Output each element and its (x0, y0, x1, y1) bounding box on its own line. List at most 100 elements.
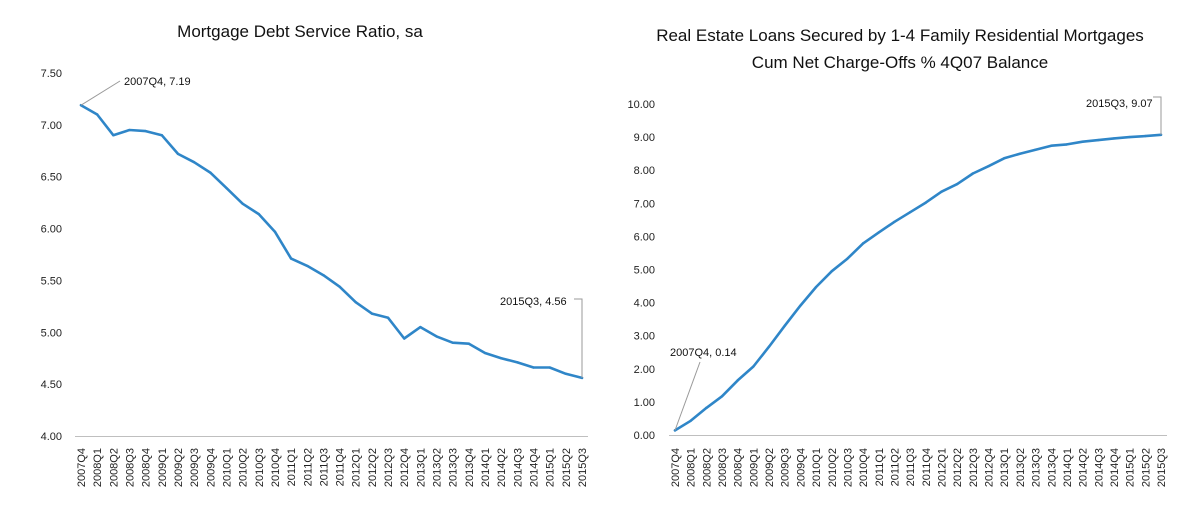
chart-title: Mortgage Debt Service Ratio, sa (0, 18, 600, 45)
x-tick-label: 2013Q4 (464, 448, 476, 487)
chart-title-line-2: Cum Net Charge-Offs % 4Q07 Balance (751, 53, 1049, 72)
data-point (467, 342, 471, 345)
data-point (192, 160, 196, 164)
data-point (257, 212, 260, 216)
data-point (1003, 157, 1006, 160)
chart-panel-debt-service-ratio: Mortgage Debt Service Ratio, sa 4.00 4.50… (0, 18, 600, 487)
x-tick-label: 2010Q3 (842, 448, 854, 487)
data-point (893, 220, 896, 224)
data-label: 2007Q4, 0.14 (670, 347, 737, 359)
x-tick-label: 2011Q2 (302, 448, 314, 486)
x-tick-label: 2015Q3 (1156, 448, 1168, 487)
data-label: 2007Q4, 7.19 (124, 76, 191, 88)
x-tick-label: 2012Q1 (351, 448, 363, 487)
x-tick-label: 2008Q3 (717, 448, 729, 487)
y-tick-label: 1.00 (634, 397, 655, 409)
data-point (564, 372, 568, 375)
y-tick-label: 9.00 (634, 132, 655, 144)
data-point (830, 269, 833, 273)
x-tick-label: 2011Q4 (335, 448, 347, 486)
x-tick-label: 2010Q2 (827, 448, 839, 487)
x-tick-label: 2015Q1 (545, 448, 557, 487)
x-tick-label: 2008Q1 (92, 448, 104, 487)
data-point (160, 134, 164, 137)
data-point (799, 304, 802, 307)
data-point (861, 242, 865, 245)
x-tick-label: 2015Q3 (577, 448, 589, 487)
data-point (705, 406, 708, 410)
x-tick-label: 2012Q1 (937, 448, 949, 487)
y-tick-label: 8.00 (634, 165, 655, 177)
data-point (1097, 138, 1100, 142)
x-tick-label: 2010Q4 (858, 448, 870, 487)
series-line (673, 133, 1163, 432)
x-tick-label: 2012Q4 (984, 448, 996, 487)
x-tick-label: 2014Q2 (1078, 448, 1090, 487)
y-tick-label: 0.00 (634, 430, 655, 442)
x-tick-label: 2008Q1 (686, 448, 698, 487)
data-point (532, 366, 535, 369)
x-tick-label: 2008Q3 (124, 448, 136, 487)
data-point (225, 186, 228, 190)
x-tick-label: 2010Q4 (270, 448, 282, 487)
y-tick-label: 5.50 (41, 275, 62, 287)
data-point (354, 301, 357, 304)
x-tick-label: 2014Q1 (480, 448, 492, 487)
x-tick-label: 2013Q4 (1046, 448, 1058, 487)
data-point (112, 134, 115, 137)
x-tick-label: 2011Q3 (905, 448, 917, 486)
x-tick-label: 2011Q1 (286, 448, 298, 486)
x-tick-label: 2013Q3 (448, 448, 460, 487)
data-point (128, 128, 131, 132)
y-tick-label: 4.00 (41, 431, 62, 443)
data-point (338, 285, 341, 288)
x-tick-label: 2014Q4 (529, 448, 541, 487)
y-tick-label: 4.50 (41, 379, 62, 391)
x-tick-label: 2012Q2 (952, 448, 964, 487)
x-tick-label: 2009Q1 (748, 448, 760, 487)
data-label-leader (574, 298, 583, 378)
x-tick-label: 2009Q3 (780, 448, 792, 487)
data-point (322, 274, 325, 277)
data-point (689, 419, 692, 422)
x-tick-label: 2009Q4 (795, 448, 807, 487)
data-point (736, 379, 739, 382)
data-point (1112, 137, 1116, 140)
x-tick-label: 2008Q4 (733, 448, 745, 487)
data-point (924, 201, 928, 204)
data-point (783, 324, 786, 327)
data-point (499, 357, 503, 360)
y-tick-label: 6.00 (634, 231, 655, 243)
data-point (1018, 152, 1022, 155)
x-tick-label: 2008Q4 (141, 448, 153, 487)
x-tick-label: 2008Q2 (701, 448, 713, 487)
x-tick-label: 2010Q1 (221, 448, 233, 487)
x-tick-label: 2013Q1 (415, 448, 427, 487)
x-tick-label: 2009Q3 (189, 448, 201, 487)
x-tick-label: 2014Q3 (512, 448, 524, 487)
data-point (720, 395, 724, 398)
x-tick-label: 2014Q2 (496, 448, 508, 487)
x-tick-label: 2011Q1 (874, 448, 886, 486)
data-point (306, 264, 309, 268)
data-point (752, 365, 755, 368)
x-tick-label: 2011Q2 (889, 448, 901, 486)
series-line (79, 103, 584, 380)
x-tick-label: 2011Q3 (318, 448, 330, 486)
data-point (273, 230, 277, 233)
y-tick-label: 4.00 (634, 298, 655, 310)
data-point (483, 351, 487, 355)
x-tick-label: 2013Q1 (999, 448, 1011, 487)
data-label-leader (1153, 96, 1162, 135)
x-tick-label: 2011Q4 (921, 448, 933, 486)
x-tick-label: 2010Q1 (811, 448, 823, 487)
x-tick-label: 2009Q2 (173, 448, 185, 487)
data-point (971, 172, 975, 175)
x-tick-label: 2012Q3 (383, 448, 395, 487)
x-tick-label: 2013Q3 (1031, 448, 1043, 487)
data-point (209, 171, 212, 174)
data-point (940, 190, 943, 193)
data-point (1065, 143, 1069, 146)
data-point (548, 366, 551, 369)
x-tick-label: 2012Q2 (367, 448, 379, 487)
